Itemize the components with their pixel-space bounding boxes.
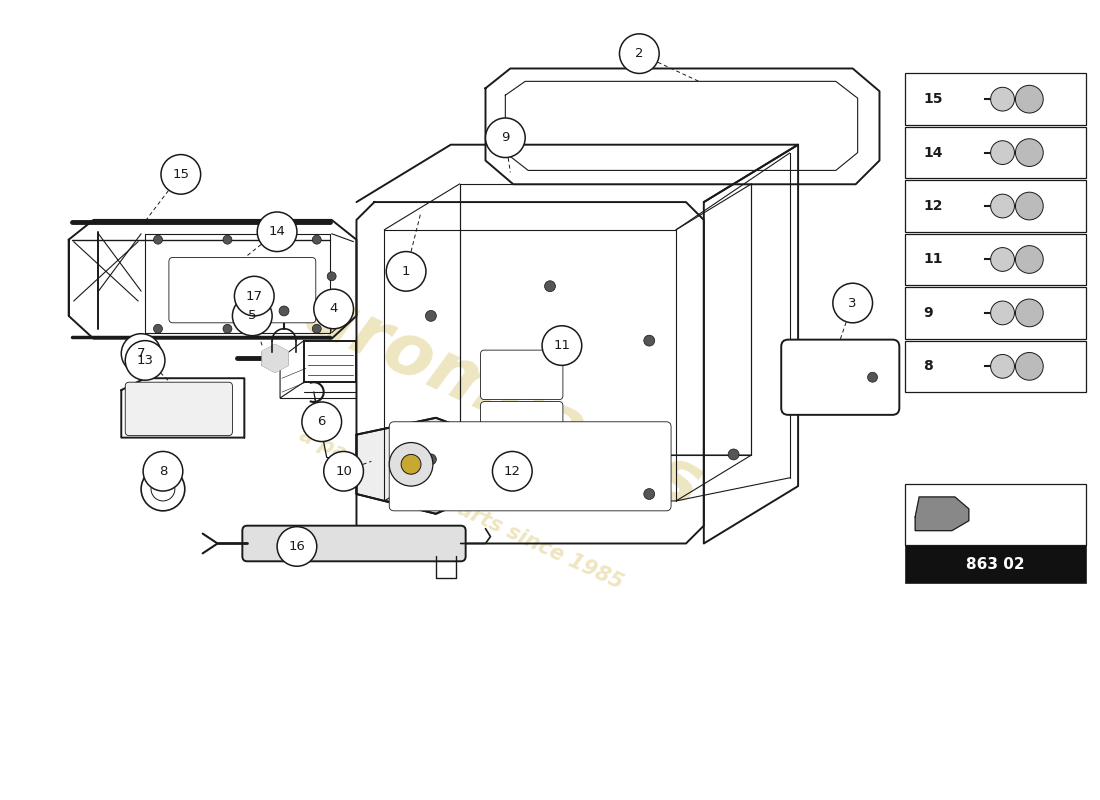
Text: 11: 11: [923, 253, 943, 266]
Circle shape: [991, 301, 1014, 325]
Circle shape: [644, 489, 654, 499]
Circle shape: [223, 324, 232, 334]
Text: 15: 15: [923, 92, 943, 106]
Text: a passion for parts since 1985: a passion for parts since 1985: [296, 425, 626, 593]
Text: 1: 1: [402, 265, 410, 278]
Text: 8: 8: [923, 359, 933, 374]
Circle shape: [493, 451, 532, 491]
Circle shape: [386, 251, 426, 291]
Circle shape: [141, 467, 185, 511]
Text: 13: 13: [136, 354, 154, 367]
Polygon shape: [262, 345, 288, 372]
Circle shape: [1015, 353, 1043, 380]
Circle shape: [644, 335, 654, 346]
Circle shape: [619, 34, 659, 74]
Polygon shape: [915, 497, 969, 530]
Circle shape: [143, 451, 183, 491]
Circle shape: [991, 141, 1014, 165]
FancyBboxPatch shape: [481, 402, 563, 451]
Text: 14: 14: [923, 146, 943, 160]
Circle shape: [833, 283, 872, 323]
Circle shape: [426, 310, 437, 322]
Bar: [905, 180, 1086, 232]
Circle shape: [301, 402, 342, 442]
Circle shape: [121, 334, 161, 374]
FancyBboxPatch shape: [389, 422, 671, 511]
Text: 12: 12: [923, 199, 943, 213]
Circle shape: [327, 297, 337, 306]
FancyBboxPatch shape: [481, 350, 563, 400]
FancyBboxPatch shape: [781, 340, 900, 415]
Text: 5: 5: [248, 310, 256, 322]
Text: 17: 17: [245, 290, 263, 302]
Text: 11: 11: [553, 339, 571, 352]
Circle shape: [426, 454, 437, 465]
Circle shape: [542, 326, 582, 366]
Bar: [905, 287, 1086, 338]
Text: euromcares: euromcares: [249, 258, 713, 523]
Circle shape: [234, 276, 274, 316]
Text: 12: 12: [504, 465, 520, 478]
FancyBboxPatch shape: [242, 526, 465, 562]
Text: 4: 4: [330, 302, 338, 315]
Circle shape: [223, 235, 232, 244]
Text: 3: 3: [848, 297, 857, 310]
Circle shape: [154, 235, 163, 244]
Circle shape: [277, 526, 317, 566]
Circle shape: [544, 281, 556, 292]
Bar: [905, 341, 1086, 392]
Circle shape: [389, 442, 433, 486]
Circle shape: [485, 118, 525, 158]
Bar: [905, 484, 1086, 546]
Circle shape: [312, 235, 321, 244]
Circle shape: [1015, 138, 1043, 166]
Text: 863 02: 863 02: [966, 557, 1025, 572]
Text: 16: 16: [288, 540, 306, 553]
Circle shape: [1015, 299, 1043, 326]
FancyBboxPatch shape: [169, 258, 316, 323]
Circle shape: [323, 451, 363, 491]
Text: 8: 8: [158, 465, 167, 478]
Circle shape: [991, 194, 1014, 218]
Text: 7: 7: [136, 347, 145, 360]
Bar: [905, 546, 1086, 583]
Circle shape: [868, 372, 878, 382]
Circle shape: [125, 341, 165, 380]
Circle shape: [154, 324, 163, 334]
Circle shape: [991, 354, 1014, 378]
Text: 2: 2: [635, 47, 643, 60]
Circle shape: [1015, 246, 1043, 274]
Text: 15: 15: [173, 168, 189, 181]
Circle shape: [312, 324, 321, 334]
Circle shape: [279, 306, 289, 316]
Circle shape: [151, 477, 175, 501]
Bar: [905, 74, 1086, 125]
Circle shape: [1015, 86, 1043, 113]
Circle shape: [314, 289, 353, 329]
Text: 9: 9: [923, 306, 933, 320]
Circle shape: [1015, 192, 1043, 220]
FancyBboxPatch shape: [125, 382, 232, 436]
Text: 9: 9: [502, 131, 509, 144]
Bar: [905, 127, 1086, 178]
Text: 10: 10: [336, 465, 352, 478]
Circle shape: [991, 248, 1014, 271]
Polygon shape: [356, 418, 481, 514]
Circle shape: [402, 454, 421, 474]
Circle shape: [327, 272, 337, 281]
Circle shape: [991, 87, 1014, 111]
Bar: [905, 234, 1086, 286]
Circle shape: [728, 449, 739, 460]
Text: 6: 6: [318, 415, 326, 428]
Text: 14: 14: [268, 226, 286, 238]
Circle shape: [161, 154, 200, 194]
Circle shape: [232, 296, 272, 336]
Circle shape: [257, 212, 297, 251]
